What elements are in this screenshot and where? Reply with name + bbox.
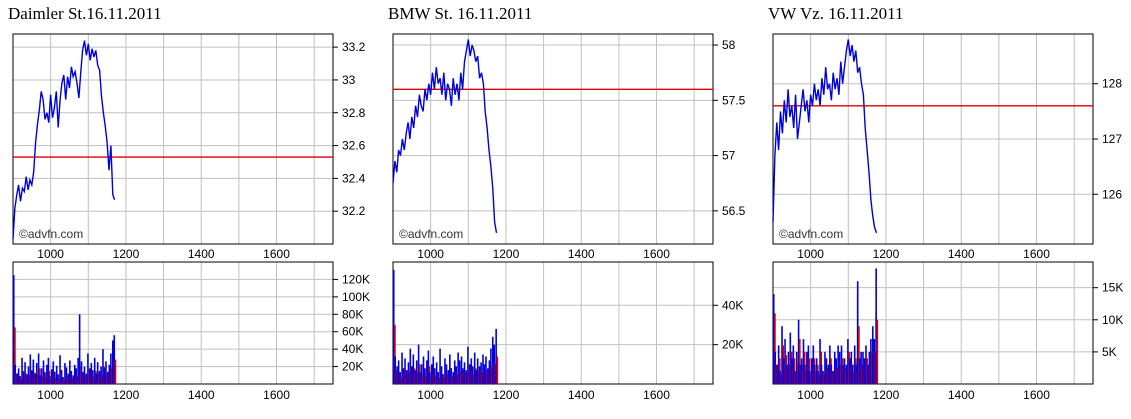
daimler-panel: Daimler St.16.11.2011 32.2 32.4 32.6 32.8 33… [8,0,378,419]
chart-title: BMW St. 16.11.2011 [388,4,533,23]
daimler-chart: 32.2 32.4 32.6 32.8 33 33.2 ©advfn.com 1000 1200… [12,33,370,402]
bmw-chart: 56.5 57 57.5 58 ©advfn.com 1000 1200 1400 1600 20… [392,33,746,402]
price-frame [392,33,714,245]
price-frame [772,33,1094,245]
price-frame [12,33,334,245]
watermark: ©advfn.com [779,227,843,241]
price-series-line [772,39,878,234]
volume-x-tick-label: 1000 [417,388,444,402]
price-series-line [12,40,116,240]
watermark: ©advfn.com [19,227,83,241]
volume-y-tick-label: 120K [342,272,370,286]
price-y-tick-label: 57.5 [722,93,746,107]
volume-x-tick-label: 1200 [873,388,900,402]
volume-x-tick-label: 1400 [948,388,975,402]
volume-y-tick-label: 60K [342,325,363,339]
volume-y-tick-label: 40K [342,342,363,356]
price-y-tick-label: 127 [1102,132,1122,146]
price-x-tick-label: 1400 [948,247,975,261]
price-series-line [392,39,498,234]
volume-plot-area [13,262,333,384]
volume-x-tick-label: 1600 [263,388,290,402]
price-y-tick-label: 57 [722,149,736,163]
volume-x-tick-label: 1400 [568,388,595,402]
price-x-tick-label: 1000 [797,247,824,261]
volume-x-tick-label: 1600 [1023,388,1050,402]
price-y-tick-label: 32.4 [342,171,366,185]
volume-x-tick-label: 1000 [37,388,64,402]
volume-y-tick-label: 40K [722,298,743,312]
price-x-tick-label: 1200 [113,247,140,261]
vw-panel: VW Vz. 16.11.2011 126 127 128 ©advfn.com 100… [768,0,1131,419]
price-x-tick-label: 1200 [493,247,520,261]
bmw-panel: BMW St. 16.11.2011 56.5 57 57.5 58 ©advfn.co… [388,0,758,419]
price-plot-area [393,34,713,244]
price-x-tick-label: 1600 [263,247,290,261]
price-plot-area [13,34,333,244]
price-x-tick-label: 1600 [1023,247,1050,261]
volume-y-tick-label: 10K [1102,313,1123,327]
volume-y-tick-label: 20K [722,338,743,352]
volume-x-tick-label: 1000 [797,388,824,402]
price-x-tick-label: 1200 [873,247,900,261]
volume-y-tick-label: 5K [1102,345,1117,359]
watermark: ©advfn.com [399,227,463,241]
price-x-tick-label: 1400 [188,247,215,261]
chart-title: VW Vz. 16.11.2011 [768,4,904,23]
volume-y-tick-label: 20K [342,360,363,374]
volume-x-tick-label: 1200 [113,388,140,402]
volume-y-tick-label: 15K [1102,281,1123,295]
price-x-tick-label: 1400 [568,247,595,261]
price-y-tick-label: 33.2 [342,40,366,54]
price-y-tick-label: 128 [1102,77,1122,91]
volume-x-tick-label: 1600 [643,388,670,402]
volume-y-tick-label: 80K [342,307,363,321]
price-x-tick-label: 1600 [643,247,670,261]
price-y-tick-label: 58 [722,38,736,52]
price-y-tick-label: 32.6 [342,139,366,153]
price-y-tick-label: 56.5 [722,204,746,218]
price-x-tick-label: 1000 [417,247,444,261]
price-y-tick-label: 32.8 [342,106,366,120]
price-x-tick-label: 1000 [37,247,64,261]
volume-x-tick-label: 1400 [188,388,215,402]
chart-title: Daimler St.16.11.2011 [8,4,162,23]
price-y-tick-label: 33 [342,73,356,87]
vw-chart: 126 127 128 ©advfn.com 1000 1200 1400 1600 5K 10K… [772,33,1123,402]
volume-plot-area [393,262,713,384]
price-y-tick-label: 32.2 [342,204,366,218]
volume-x-tick-label: 1200 [493,388,520,402]
volume-y-tick-label: 100K [342,290,370,304]
price-y-tick-label: 126 [1102,187,1122,201]
